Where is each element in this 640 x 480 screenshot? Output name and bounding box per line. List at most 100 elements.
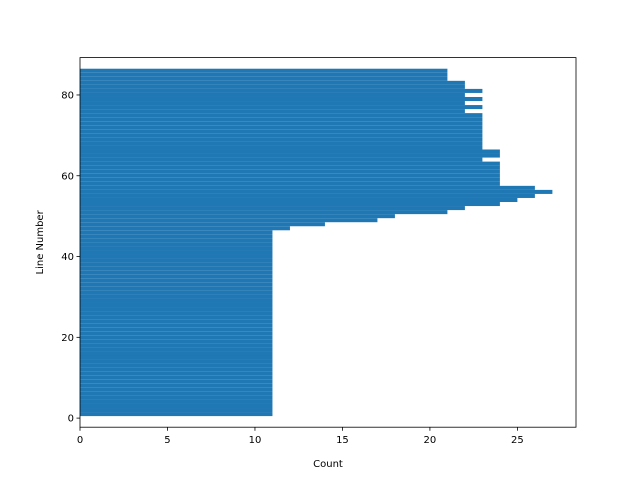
bar-line-33 <box>80 282 273 287</box>
bar-line-81 <box>80 88 483 93</box>
bar-line-70 <box>80 133 483 138</box>
y-tick-label: 20 <box>61 333 74 344</box>
bar-line-37 <box>80 266 273 271</box>
bar-line-14 <box>80 359 273 364</box>
bar-line-45 <box>80 234 273 239</box>
bar-line-53 <box>80 202 500 207</box>
bar-line-72 <box>80 125 483 130</box>
bar-line-54 <box>80 197 518 203</box>
bar-line-73 <box>80 121 483 126</box>
bar-line-9 <box>80 379 273 384</box>
bar-line-15 <box>80 355 273 360</box>
x-tick-label: 25 <box>511 435 524 446</box>
bar-line-74 <box>80 117 483 122</box>
bar-line-52 <box>80 206 465 211</box>
bar-line-11 <box>80 371 273 376</box>
bar-line-69 <box>80 137 483 142</box>
bar-line-7 <box>80 387 273 392</box>
bar-line-24 <box>80 319 273 324</box>
bar-line-83 <box>80 80 465 85</box>
bar-line-64 <box>80 157 483 162</box>
bar-line-50 <box>80 214 395 219</box>
bar-line-25 <box>80 315 273 320</box>
bar-line-76 <box>80 109 465 114</box>
y-tick-label: 60 <box>61 171 74 182</box>
bar-line-17 <box>80 347 273 352</box>
bar-line-27 <box>80 307 273 312</box>
bar-line-1 <box>80 412 273 417</box>
bar-line-19 <box>80 339 273 344</box>
bar-line-62 <box>80 165 500 170</box>
y-axis-ticks: 0 20 40 60 80 <box>61 90 80 425</box>
bar-line-59 <box>80 177 500 182</box>
y-tick-label: 0 <box>68 414 74 425</box>
bar-line-68 <box>80 141 483 146</box>
bar-line-60 <box>80 173 500 178</box>
bar-line-28 <box>80 302 273 308</box>
x-tick-label: 5 <box>164 435 170 446</box>
bar-line-34 <box>80 278 273 283</box>
x-tick-label: 0 <box>77 435 83 446</box>
bar-line-65 <box>80 153 500 158</box>
bar-line-47 <box>80 226 290 231</box>
y-tick-label: 80 <box>61 90 74 101</box>
bar-line-2 <box>80 408 273 413</box>
bar-line-12 <box>80 367 273 372</box>
bar-line-61 <box>80 169 500 174</box>
bar-line-40 <box>80 254 273 259</box>
bar-line-4 <box>80 399 273 404</box>
bar-line-10 <box>80 375 273 380</box>
bar-line-79 <box>80 96 483 102</box>
bar-line-84 <box>80 76 448 81</box>
bar-line-31 <box>80 290 273 295</box>
bar-line-78 <box>80 101 465 106</box>
plot-frame <box>79 57 577 428</box>
x-axis-label: Count <box>313 459 343 470</box>
bar-line-26 <box>80 311 273 316</box>
bar-line-22 <box>80 327 273 332</box>
bar-line-66 <box>80 149 500 154</box>
bar-line-5 <box>80 395 273 400</box>
bar-line-55 <box>80 193 535 198</box>
bar-line-36 <box>80 270 273 275</box>
bar-line-67 <box>80 145 483 150</box>
bar-line-48 <box>80 222 325 227</box>
bar-line-56 <box>80 189 553 194</box>
bar-line-39 <box>80 258 273 263</box>
x-axis-ticks: 0 5 10 15 20 25 <box>77 427 524 446</box>
bar-line-8 <box>80 383 273 388</box>
bars-group <box>80 68 553 417</box>
bar-line-58 <box>80 181 500 186</box>
y-axis-label: Line Number <box>35 209 46 274</box>
bar-line-32 <box>80 286 273 291</box>
bar-line-35 <box>80 274 273 279</box>
bar-line-18 <box>80 343 273 348</box>
bar-line-71 <box>80 129 483 134</box>
bar-line-80 <box>80 92 465 97</box>
bar-line-23 <box>80 323 273 328</box>
bar-line-20 <box>80 335 273 340</box>
bar-line-51 <box>80 210 448 215</box>
bar-line-41 <box>80 250 273 255</box>
bar-line-3 <box>80 403 273 409</box>
bar-line-77 <box>80 105 483 110</box>
bar-line-38 <box>80 262 273 267</box>
bar-line-42 <box>80 246 273 251</box>
bar-line-16 <box>80 351 273 356</box>
x-tick-label: 10 <box>249 435 262 446</box>
x-tick-label: 15 <box>336 435 349 446</box>
bar-line-6 <box>80 391 273 396</box>
y-tick-label: 40 <box>61 252 74 263</box>
bar-line-85 <box>80 72 448 77</box>
bar-line-21 <box>80 331 273 336</box>
bar-line-86 <box>80 68 448 73</box>
x-tick-label: 20 <box>424 435 437 446</box>
bar-line-30 <box>80 294 273 299</box>
bar-line-46 <box>80 230 273 235</box>
bar-line-49 <box>80 218 378 223</box>
bar-line-29 <box>80 298 273 303</box>
bar-line-63 <box>80 161 500 166</box>
bar-line-75 <box>80 113 483 118</box>
bar-line-57 <box>80 185 535 190</box>
